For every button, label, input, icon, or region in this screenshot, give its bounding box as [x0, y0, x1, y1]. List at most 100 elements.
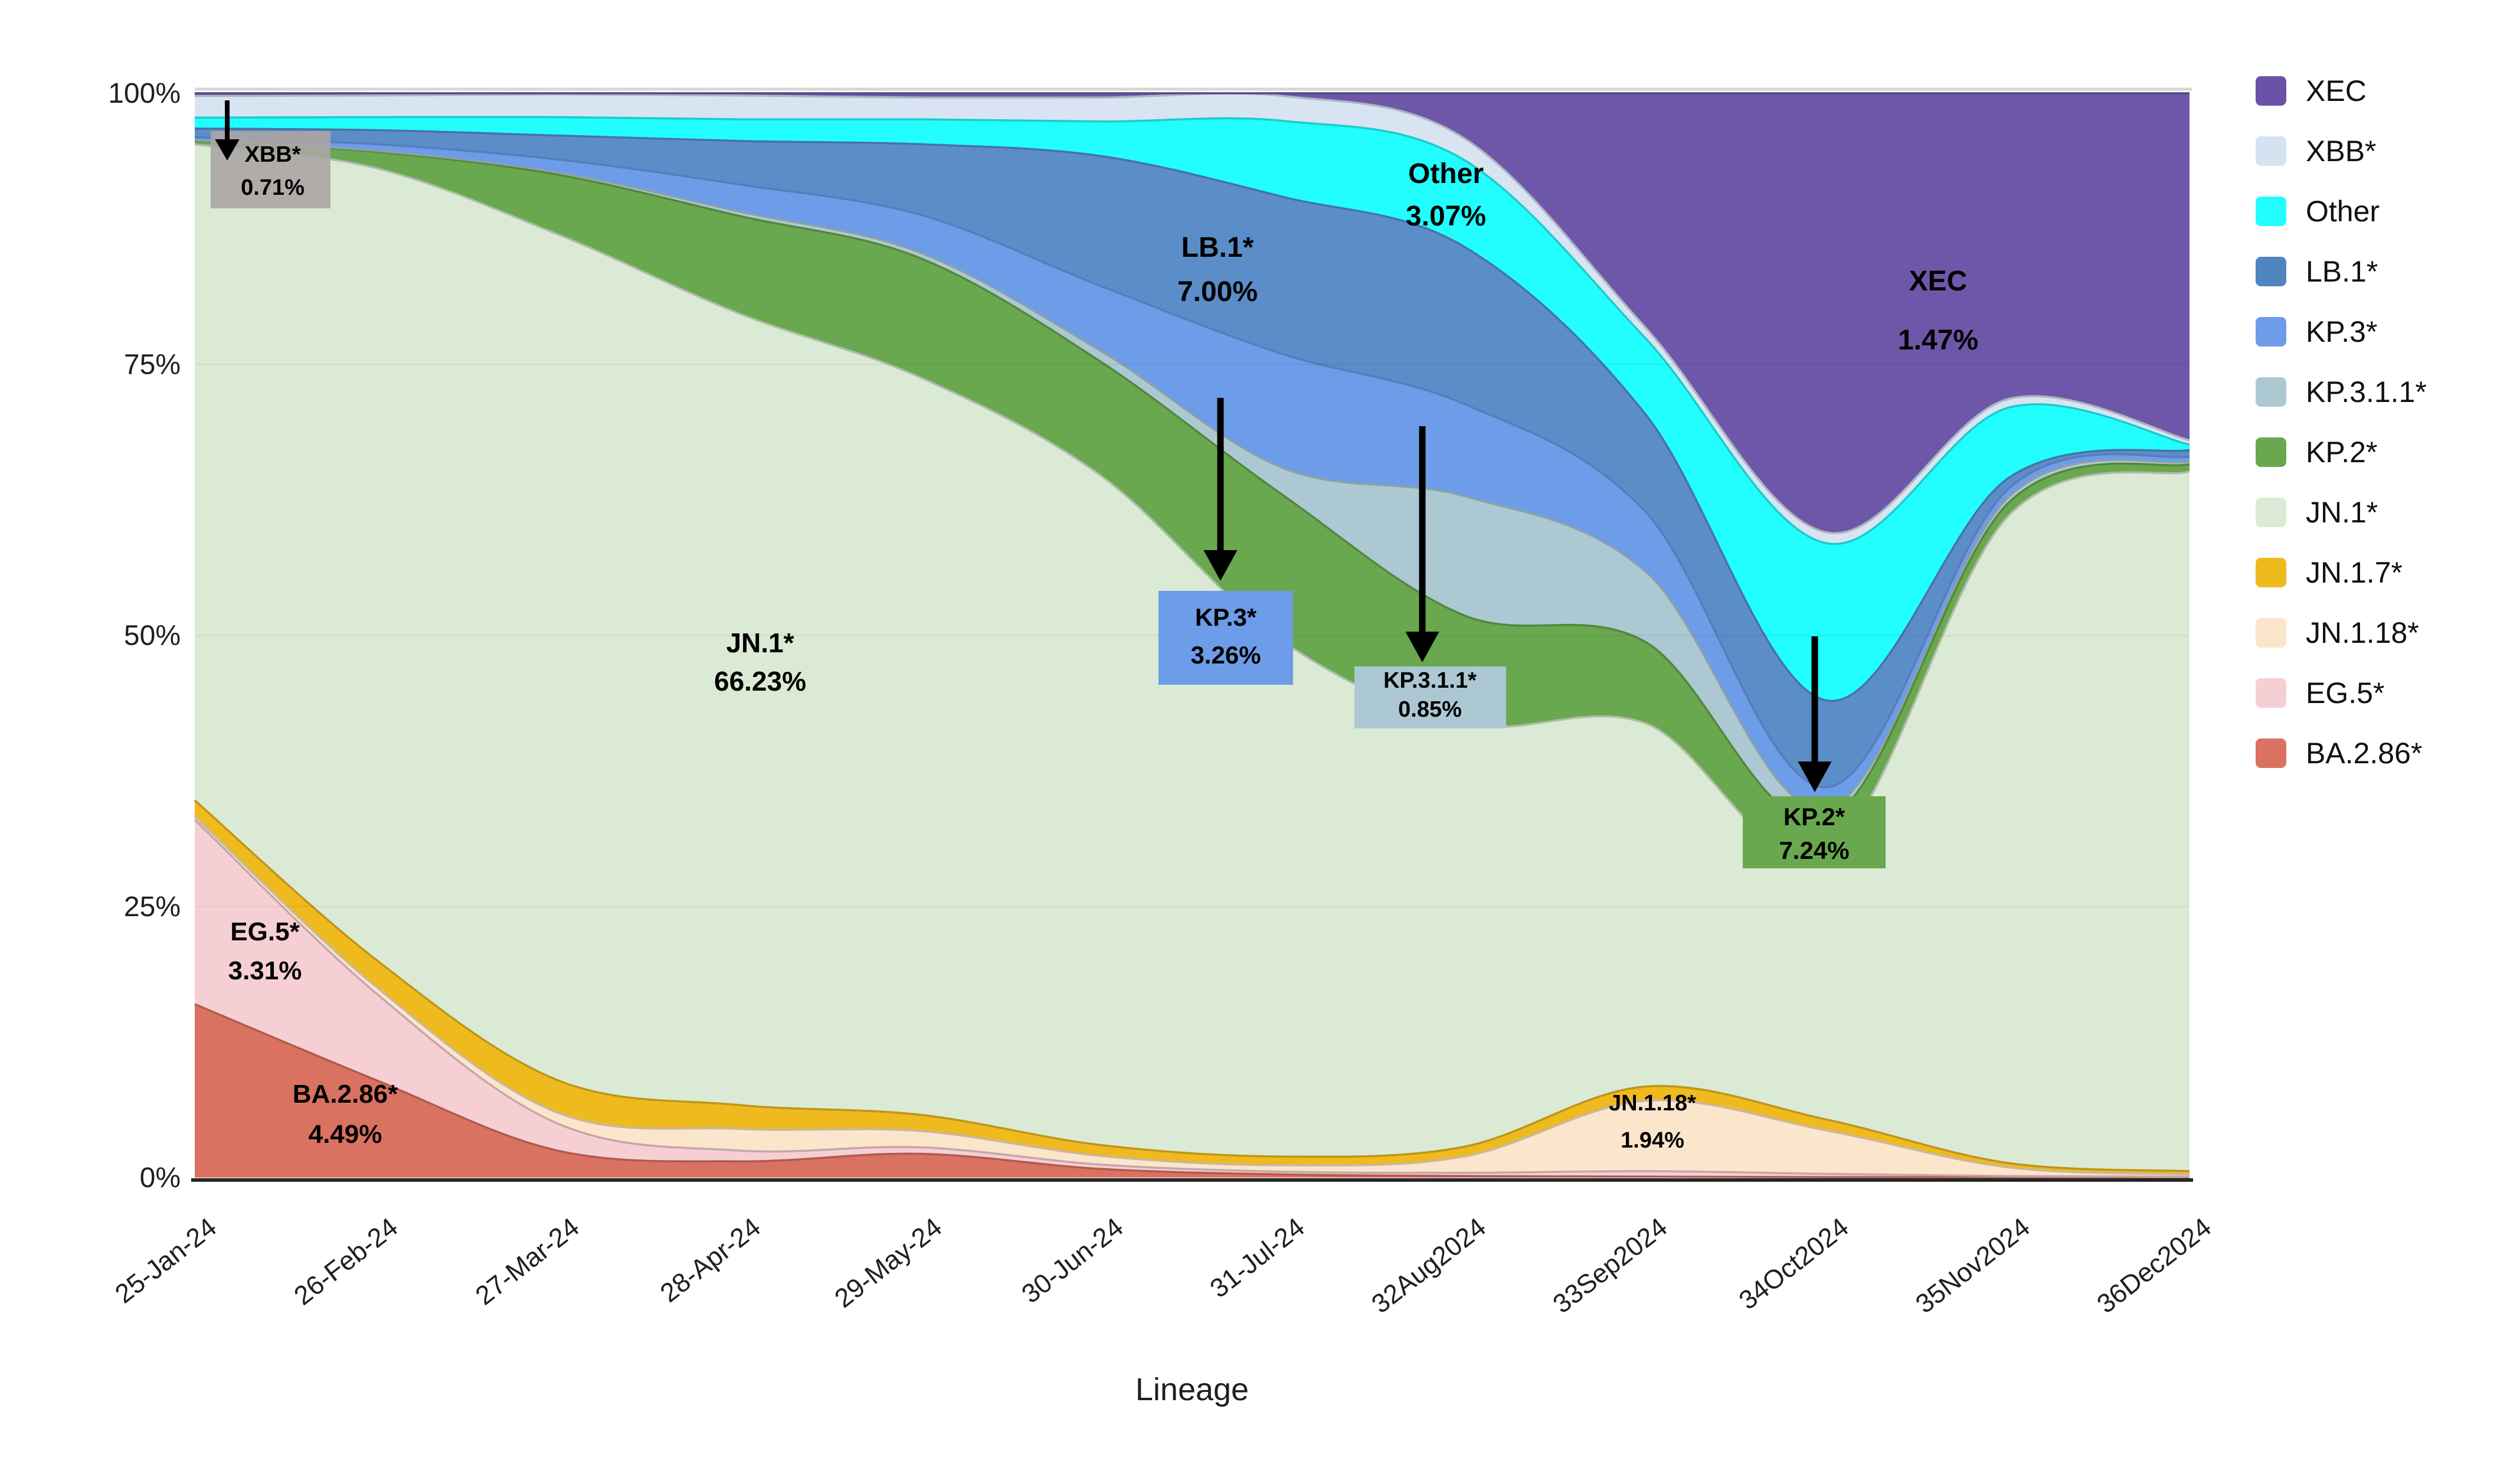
xbb-swatch: [2256, 136, 2286, 166]
legend-label: EG.5*: [2306, 676, 2385, 710]
legend-item-jn-1-7: JN.1.7*: [2256, 542, 2427, 603]
edge-kp-2: [194, 140, 2190, 823]
legend-item-jn-1: JN.1*: [2256, 482, 2427, 542]
x-tick-label: 36Dec2024: [2091, 1212, 2217, 1319]
annotation-value-xec: 1.47%: [1898, 325, 1978, 356]
annotation-label-lb-1: LB.1*: [1182, 232, 1254, 263]
annotation-label-other: Other: [1408, 158, 1484, 189]
annotation-value-kp-3: 3.26%: [1190, 641, 1261, 669]
area-kp-2: [195, 140, 2190, 858]
x-tick-label: 33Sep2024: [1547, 1212, 1673, 1319]
y-tick-label: 50%: [124, 620, 181, 652]
legend-label: Other: [2306, 195, 2380, 228]
x-tick-label: 32Aug2024: [1366, 1212, 1491, 1319]
eg-5-swatch: [2256, 678, 2286, 708]
y-tick-label: 25%: [124, 891, 181, 923]
edge-other: [194, 116, 2190, 545]
jn-1-7-swatch: [2256, 558, 2286, 587]
legend-label: JN.1*: [2306, 496, 2378, 529]
ba-2-86-swatch: [2256, 738, 2286, 768]
edge-jn-1-7: [194, 799, 2190, 1172]
legend-label: BA.2.86*: [2306, 737, 2423, 770]
legend-label: JN.1.18*: [2306, 616, 2419, 649]
annotation-value-lb-1: 7.00%: [1177, 276, 1258, 308]
x-axis-title: Lineage: [1135, 1372, 1249, 1407]
legend-item-xbb: XBB*: [2256, 121, 2427, 181]
annotation-label-kp-3: KP.3*: [1195, 603, 1257, 631]
arrow-head-3: [1798, 761, 1832, 792]
legend-label: KP.2*: [2306, 436, 2378, 469]
legend-label: KP.3*: [2306, 315, 2378, 348]
annotation-box-kp-3: [1158, 591, 1293, 685]
area-kp-3-1-1: [195, 140, 2190, 822]
area-lb-1: [195, 128, 2190, 787]
legend-item-kp-2: KP.2*: [2256, 422, 2427, 482]
annotation-label-xbb: XBB*: [244, 142, 300, 167]
edge-kp-3: [194, 136, 2190, 789]
annotation-label-kp-3-1-1: KP.3.1.1*: [1383, 668, 1477, 693]
area-edges: [194, 92, 2190, 1178]
annotation-label-kp-2: KP.2*: [1783, 803, 1845, 831]
x-tick-label: 31-Jul-24: [1205, 1212, 1310, 1304]
edge-kp-3-1-1: [194, 139, 2190, 810]
legend-item-lb-1: LB.1*: [2256, 241, 2427, 302]
annotation-value-ba-2-86: 4.49%: [309, 1120, 382, 1149]
edge-ba-2-86: [194, 1003, 2190, 1178]
annotation-label-jn-1-18: JN.1.18*: [1609, 1091, 1696, 1116]
legend-label: XBB*: [2306, 135, 2377, 168]
annotation-value-kp-3-1-1: 0.85%: [1398, 697, 1462, 722]
xec-swatch: [2256, 76, 2286, 106]
kp-3-1-1-swatch: [2256, 377, 2286, 407]
area-ba-2-86: [195, 1004, 2190, 1178]
kp-2-swatch: [2256, 437, 2286, 467]
lb-1-swatch: [2256, 257, 2286, 286]
legend: XEC XBB* Other LB.1* KP.3* KP.3.1.1* KP.2* JN.1…: [2256, 61, 2427, 783]
x-tick-label: 27-Mar-24: [470, 1212, 585, 1311]
y-tick-label: 75%: [124, 349, 181, 380]
annotations: XBB* 0.71% KP.3* 3.26% KP.3.1.1* 0.85% KP.2* 7.…: [211, 100, 1978, 1153]
annotation-value-xbb: 0.71%: [241, 175, 305, 200]
x-tick-label: 26-Feb-24: [288, 1212, 403, 1311]
legend-item-other: Other: [2256, 181, 2427, 241]
legend-item-kp-3-1-1: KP.3.1.1*: [2256, 362, 2427, 422]
arrow-head-1: [1203, 550, 1238, 581]
x-tick-label: 28-Apr-24: [654, 1212, 766, 1308]
legend-label: LB.1*: [2306, 255, 2378, 288]
annotation-value-kp-2: 7.24%: [1779, 836, 1849, 864]
edge-jn-1-18: [194, 816, 2190, 1176]
edge-lb-1: [194, 127, 2190, 702]
edge-xbb: [194, 92, 2190, 535]
annotation-value-jn-1-18: 1.94%: [1621, 1128, 1684, 1153]
arrow-head-2: [1405, 632, 1439, 662]
x-tick-label: 34Oct2024: [1733, 1212, 1854, 1316]
y-tick-label: 100%: [108, 78, 181, 109]
area-xec: [195, 93, 2190, 534]
x-tick-label: 35Nov2024: [1910, 1212, 2035, 1319]
annotation-box-kp-3-1-1: [1354, 666, 1506, 728]
legend-item-xec: XEC: [2256, 61, 2427, 121]
legend-item-eg-5: EG.5*: [2256, 663, 2427, 723]
annotation-box-kp-2: [1743, 796, 1886, 868]
legend-label: KP.3.1.1*: [2306, 375, 2427, 408]
annotation-value-jn-1: 66.23%: [714, 666, 806, 697]
annotation-label-eg-5: EG.5*: [230, 917, 300, 946]
annotation-label-jn-1: JN.1*: [726, 627, 794, 658]
legend-label: JN.1.7*: [2306, 556, 2403, 589]
annotation-value-other: 3.07%: [1406, 201, 1486, 232]
annotation-label-xec: XEC: [1909, 266, 1968, 297]
x-tick-label: 29-May-24: [829, 1212, 947, 1314]
x-tick-label: 30-Jun-24: [1016, 1212, 1128, 1309]
annotation-value-eg-5: 3.31%: [228, 956, 302, 985]
legend-item-jn-1-18: JN.1.18*: [2256, 603, 2427, 663]
annotation-label-ba-2-86: BA.2.86*: [293, 1080, 398, 1109]
jn-1-swatch: [2256, 498, 2286, 527]
arrow-head-0: [215, 139, 240, 161]
legend-item-kp-3: KP.3*: [2256, 302, 2427, 362]
y-tick-label: 0%: [140, 1162, 181, 1194]
jn-1-18-swatch: [2256, 618, 2286, 648]
other-swatch: [2256, 197, 2286, 226]
edge-eg-5: [194, 819, 2190, 1178]
legend-label: XEC: [2306, 74, 2367, 107]
